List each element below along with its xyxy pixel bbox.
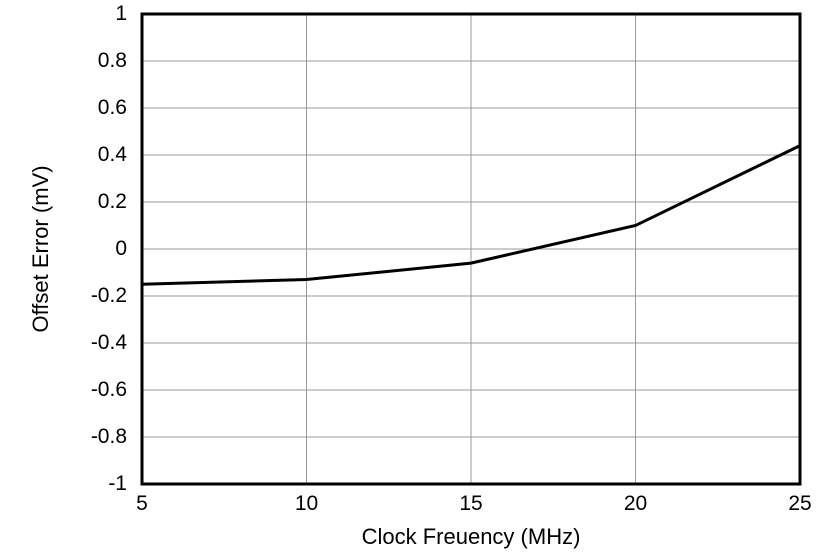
y-tick-label: 0.4 <box>97 143 127 166</box>
y-tick-label: -1 <box>108 472 127 495</box>
y-tick-label: -0.4 <box>90 331 127 354</box>
y-tick-label: 0.2 <box>97 190 127 213</box>
y-tick-label: 1 <box>115 2 127 25</box>
x-tick-label: 5 <box>136 492 148 515</box>
x-tick-label: 20 <box>623 492 648 515</box>
y-axis-title: Offset Error (mV) <box>28 165 53 333</box>
x-axis-title: Clock Freuency (MHz) <box>361 524 581 549</box>
x-tick-label: 10 <box>294 492 319 515</box>
y-tick-label: -0.2 <box>90 284 127 307</box>
y-tick-label: -0.6 <box>90 378 127 401</box>
data-line <box>141 144 801 286</box>
y-tick-label: 0.6 <box>97 96 127 119</box>
plot-border <box>140 12 802 486</box>
y-tick-label: -0.8 <box>90 425 127 448</box>
y-tick-label: 0 <box>115 237 127 260</box>
x-tick-label: 25 <box>788 492 812 515</box>
x-tick-label: 15 <box>459 492 483 515</box>
y-tick-label: 0.8 <box>97 49 127 72</box>
